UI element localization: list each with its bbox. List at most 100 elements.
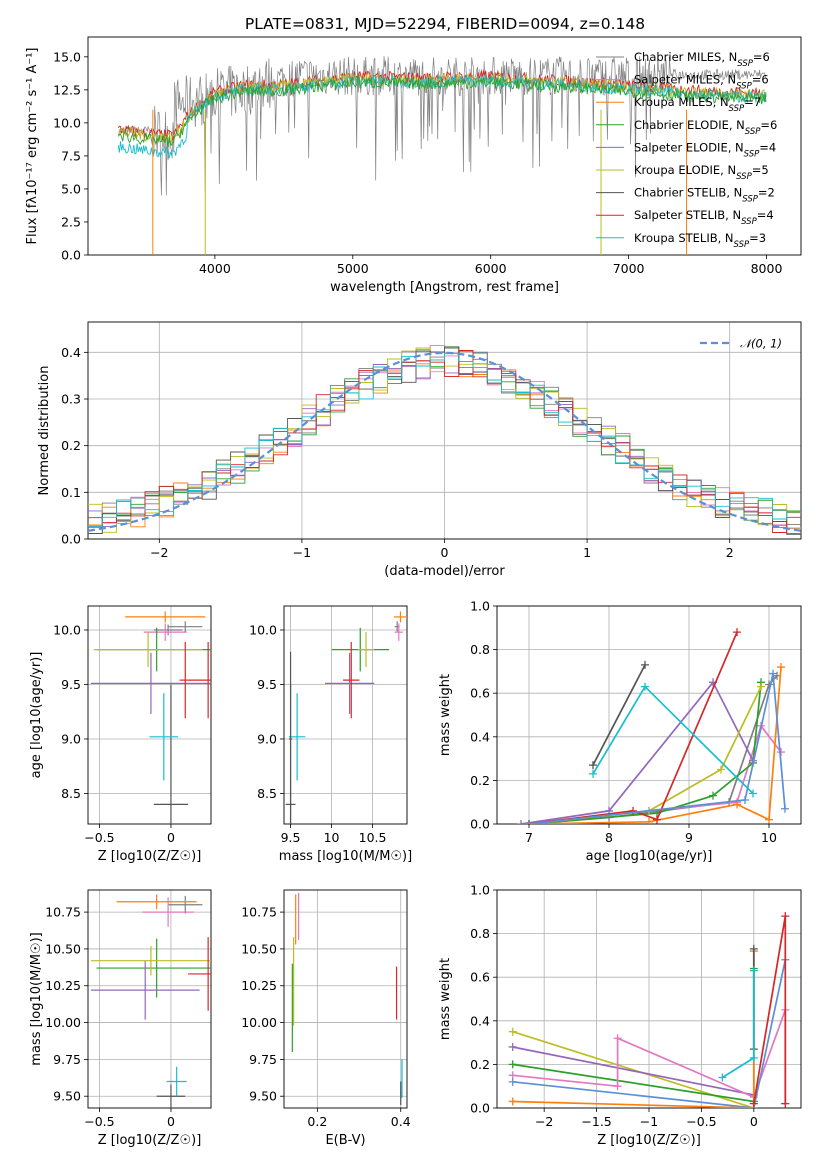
series-marker [765,680,773,689]
x-axis-label: mass [log10(M/M☉)] [279,849,412,864]
legend-subscript: SSP [736,82,752,92]
legend-label: Salpeter STELIB, NSSP=4 [634,208,774,227]
legend-rest: =4 [757,208,774,222]
series-marker [781,804,789,813]
y-tick-label: 9.0 [257,731,277,746]
legend-rest: =5 [752,163,769,177]
x-axis-label: Z [log10(Z/Z☉)] [98,849,202,864]
figure-title: PLATE=0831, MJD=52294, FIBERID=0094, z=0… [245,15,645,33]
legend-label: Chabrier STELIB, NSSP=2 [634,186,775,205]
legend-subscript: SSP [745,127,761,137]
series-marker [709,791,717,800]
y-tick-label: 10.0 [53,622,81,637]
legend-subscript: SSP [742,195,758,205]
y-tick-label: 10.75 [241,905,277,920]
y-tick-label: 0.2 [470,773,490,788]
y-tick-label: 9.50 [53,1089,81,1104]
legend-label: Kroupa STELIB, NSSP=3 [634,231,766,250]
y-tick-label: 0.1 [61,485,81,500]
legend-rest: =4 [759,140,776,154]
chart-spectrum: 4000 5000 6000 7000 8000 0.0 2.5 5.0 7.5 10.0 12.5… [25,36,802,295]
y-tick-label: 2.5 [61,214,81,229]
chart-residuals: −2 −1 0 1 2 0.0 0.1 0.2 0.3 0.4 (data-model)/error… [37,321,802,579]
x-tick-label: 0 [167,830,175,845]
x-tick-label: 8000 [751,261,783,276]
y-tick-label: 0.0 [61,248,81,263]
series-marker [653,815,661,824]
legend-rest: =6 [752,73,769,87]
x-tick-label: 0 [441,545,449,560]
y-tick-label: 0.0 [61,532,81,547]
plot-frame [87,321,802,540]
y-tick-label: 0.2 [61,438,81,453]
x-tick-label: 0.4 [391,1114,411,1129]
normal-curve [88,351,801,532]
series-marker [769,669,777,678]
y-axis-label: mass [log10(M/M☉)] [29,932,44,1065]
x-tick-label: −0.5 [686,1114,716,1129]
y-tick-label: 0.8 [470,642,490,657]
legend-subscript: SSP [737,59,753,69]
y-tick-label: 0.3 [61,392,81,407]
y-tick-label: 15.0 [53,49,81,64]
legend-label: Chabrier ELODIE, NSSP=6 [634,118,777,137]
x-tick-label: 10.5 [359,830,387,845]
x-tick-label: 8 [605,830,613,845]
x-tick-label: 10 [324,830,340,845]
series-marker [641,682,649,691]
chart-mass-weight-vs-age: 7 8 9 10 0.0 0.2 0.4 0.6 0.8 1.0 age [log10(age/yr… [438,599,802,864]
series-line [721,970,755,1079]
x-axis-label: (data-model)/error [384,564,505,579]
plot-frame [283,889,408,1109]
series-marker [749,966,758,975]
legend-label: 𝒩(0, 1) [740,337,782,351]
series-line [592,664,646,766]
y-axis-label: mass weight [438,958,453,1040]
x-tick-label: 2 [726,545,734,560]
series-marker [613,1034,622,1043]
y-tick-label: 1.0 [470,599,490,614]
histogram-step [88,350,801,533]
series-marker [765,815,773,824]
y-tick-label: 10.0 [53,115,81,130]
plot-area-mass-vs-ebv [291,892,403,1106]
plot-frame [87,605,212,825]
plot-area-mass-weight-vs-Z [508,912,790,1108]
series-marker [613,1082,622,1091]
series-marker [718,1073,727,1082]
series-marker [629,806,637,815]
legend-subscript: SSP [744,149,760,159]
series-line [528,673,786,824]
plot-area-mass-vs-Z [90,894,211,1108]
x-tick-label: −0.5 [84,1114,114,1129]
x-tick-label: −2 [535,1114,553,1129]
x-tick-label: −1 [640,1114,658,1129]
y-tick-label: 8.5 [61,786,81,801]
x-tick-label: 9.5 [281,830,301,845]
y-tick-label: 0.0 [470,1101,490,1116]
plot-area-residuals [88,345,801,535]
series-line [592,685,754,795]
legend-subscript: SSP [729,104,745,114]
series-marker [757,682,765,691]
y-tick-label: 5.0 [61,181,81,196]
legend-subscript: SSP [741,217,757,227]
series-marker [517,820,525,824]
x-tick-label: 5000 [337,261,369,276]
y-tick-label: 0.4 [470,729,490,744]
y-tick-label: 8.5 [257,786,277,801]
y-tick-label: 10.00 [45,1015,81,1030]
y-tick-label: 1.0 [470,883,490,898]
x-tick-label: −1 [293,545,311,560]
chart-age-vs-Z: −0.5 0 8.5 9.0 9.5 10.0 Z [log10(Z/Z☉)] age [lo… [29,605,212,864]
x-tick-label: 9 [685,830,693,845]
x-axis-label: age [log10(age/yr)] [586,849,713,864]
x-tick-label: 6000 [475,261,507,276]
y-axis-label: age [log10(age/yr)] [29,652,44,779]
y-tick-label: 0.2 [470,1057,490,1072]
series-marker [777,663,785,672]
y-tick-label: 10.25 [241,978,277,993]
x-tick-label: 0.2 [307,1114,327,1129]
plot-area-age-vs-Z [90,611,211,824]
